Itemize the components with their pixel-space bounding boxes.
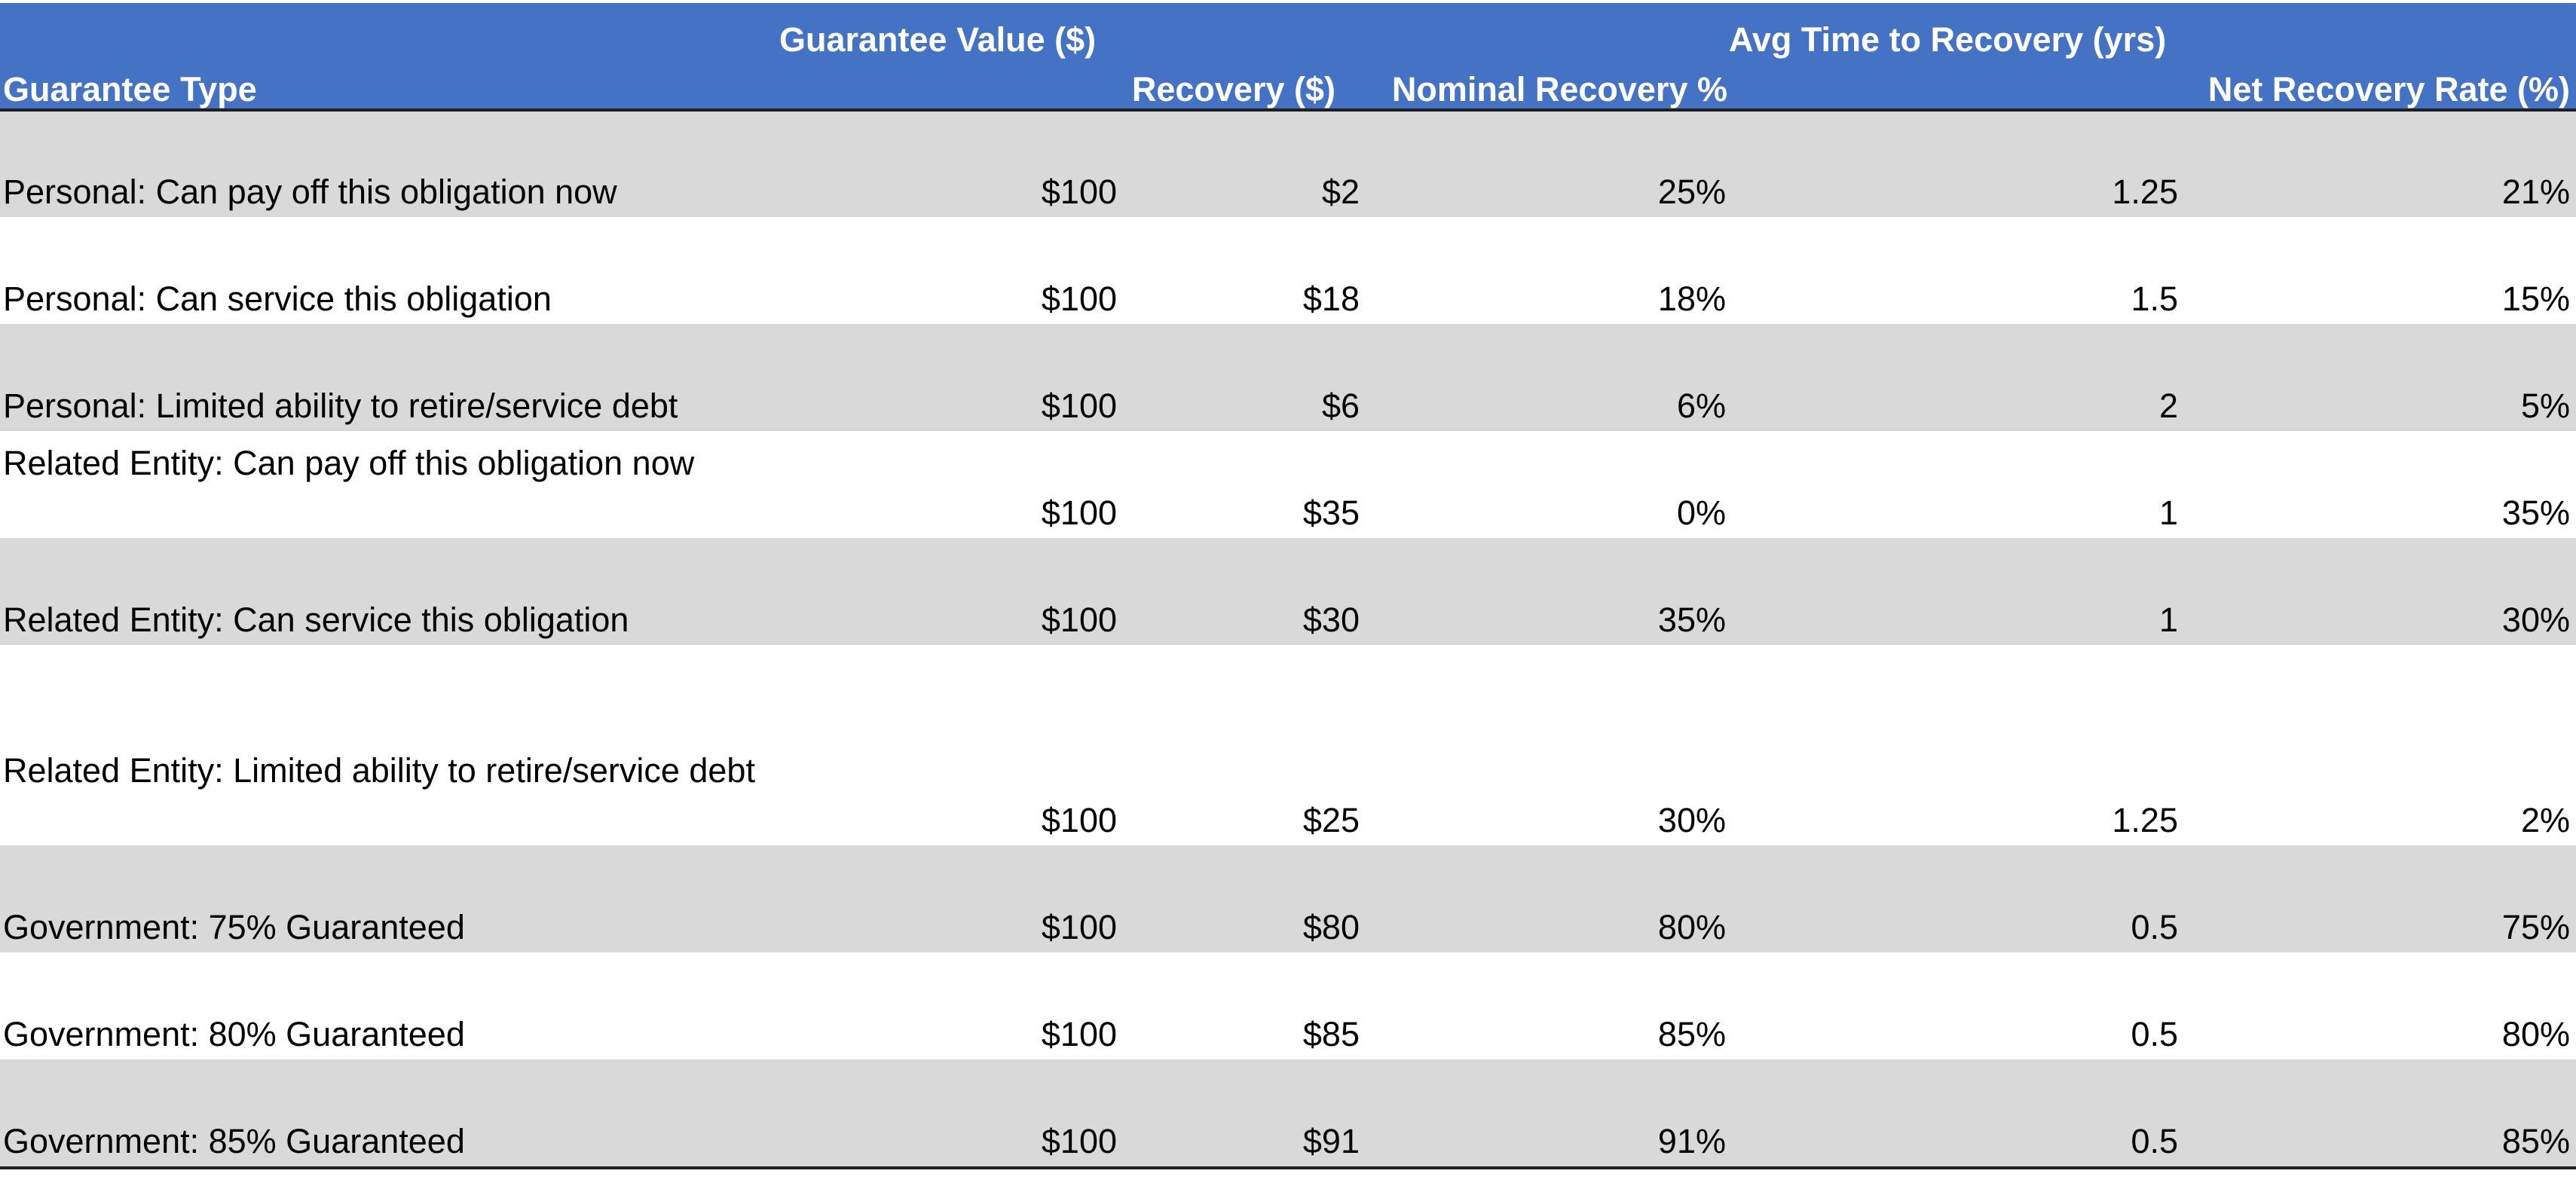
cell-nominal-recovery: 30% xyxy=(1657,801,1726,839)
header-avg-time[interactable]: Avg Time to Recovery (yrs) xyxy=(1729,20,2167,59)
table-row: Government: 85% Guaranteed $100 $91 91% … xyxy=(0,1059,2576,1166)
cell-guarantee-type: Related Entity: Limited ability to retir… xyxy=(3,751,755,790)
table-row: Related Entity: Limited ability to retir… xyxy=(0,645,2576,845)
table-row: Government: 80% Guaranteed $100 $85 85% … xyxy=(0,952,2576,1059)
cell-recovery: $85 xyxy=(1302,1015,1360,1053)
cell-guarantee-value: $100 xyxy=(1041,1015,1117,1053)
cell-guarantee-value: $100 xyxy=(1041,1122,1117,1160)
cell-nominal-recovery: 18% xyxy=(1657,280,1726,318)
cell-recovery: $35 xyxy=(1302,494,1360,532)
cell-avg-time: 1.5 xyxy=(2131,280,2178,318)
cell-recovery: $80 xyxy=(1302,908,1360,946)
cell-guarantee-type: Government: 80% Guaranteed xyxy=(3,1015,465,1053)
cell-recovery: $30 xyxy=(1302,601,1360,639)
cell-recovery: $18 xyxy=(1302,280,1360,318)
cell-nominal-recovery: 91% xyxy=(1657,1122,1726,1160)
cell-net-recovery-rate: 21% xyxy=(2501,173,2570,211)
cell-avg-time: 1 xyxy=(2158,494,2178,532)
table-row: Personal: Can service this obligation $1… xyxy=(0,217,2576,324)
table-row: Personal: Can pay off this obligation no… xyxy=(0,112,2576,217)
cell-nominal-recovery: 35% xyxy=(1657,601,1726,639)
cell-avg-time: 1.25 xyxy=(2112,173,2178,211)
cell-guarantee-value: $100 xyxy=(1041,494,1117,532)
table-row: Related Entity: Can pay off this obligat… xyxy=(0,431,2576,538)
cell-net-recovery-rate: 80% xyxy=(2501,1015,2570,1053)
cell-net-recovery-rate: 15% xyxy=(2501,280,2570,318)
cell-guarantee-type: Personal: Limited ability to retire/serv… xyxy=(3,387,678,425)
cell-guarantee-type: Related Entity: Can pay off this obligat… xyxy=(3,444,695,482)
header-guarantee-value[interactable]: Guarantee Value ($) xyxy=(779,20,1097,59)
cell-guarantee-value: $100 xyxy=(1041,601,1117,639)
cell-avg-time: 2 xyxy=(2158,387,2178,425)
table-row: Related Entity: Can service this obligat… xyxy=(0,538,2576,645)
bottom-border xyxy=(0,1166,2576,1169)
cell-guarantee-value: $100 xyxy=(1041,280,1117,318)
cell-nominal-recovery: 0% xyxy=(1676,494,1726,532)
table-row: Government: 75% Guaranteed $100 $80 80% … xyxy=(0,845,2576,952)
table-row: Personal: Limited ability to retire/serv… xyxy=(0,324,2576,431)
cell-net-recovery-rate: 85% xyxy=(2501,1122,2570,1160)
cell-guarantee-type: Personal: Can pay off this obligation no… xyxy=(3,173,617,211)
cell-nominal-recovery: 25% xyxy=(1657,173,1726,211)
cell-guarantee-value: $100 xyxy=(1041,908,1117,946)
cell-guarantee-value: $100 xyxy=(1041,173,1117,211)
cell-net-recovery-rate: 2% xyxy=(2520,801,2570,839)
cell-avg-time: 0.5 xyxy=(2131,908,2178,946)
cell-avg-time: 1 xyxy=(2158,601,2178,639)
cell-nominal-recovery: 6% xyxy=(1676,387,1726,425)
cell-recovery: $25 xyxy=(1302,801,1360,839)
cell-avg-time: 1.25 xyxy=(2112,801,2178,839)
header-recovery[interactable]: Recovery ($) xyxy=(1131,70,1335,109)
header-net-recovery-rate[interactable]: Net Recovery Rate (%) xyxy=(2207,70,2570,109)
table-header: Guarantee Type Guarantee Value ($) Recov… xyxy=(0,3,2576,112)
cell-recovery: $91 xyxy=(1302,1122,1360,1160)
cell-guarantee-value: $100 xyxy=(1041,801,1117,839)
header-guarantee-type[interactable]: Guarantee Type xyxy=(3,70,257,109)
cell-net-recovery-rate: 30% xyxy=(2501,601,2570,639)
cell-nominal-recovery: 80% xyxy=(1657,908,1726,946)
cell-nominal-recovery: 85% xyxy=(1657,1015,1726,1053)
cell-avg-time: 0.5 xyxy=(2131,1015,2178,1053)
cell-net-recovery-rate: 35% xyxy=(2501,494,2570,532)
header-nominal-recovery[interactable]: Nominal Recovery % xyxy=(1391,70,1727,109)
cell-guarantee-type: Personal: Can service this obligation xyxy=(3,280,552,318)
cell-guarantee-type: Related Entity: Can service this obligat… xyxy=(3,601,629,639)
cell-guarantee-type: Government: 85% Guaranteed xyxy=(3,1122,465,1160)
cell-avg-time: 0.5 xyxy=(2131,1122,2178,1160)
cell-guarantee-type: Government: 75% Guaranteed xyxy=(3,908,465,946)
cell-net-recovery-rate: 75% xyxy=(2501,908,2570,946)
cell-recovery: $2 xyxy=(1321,173,1360,211)
cell-net-recovery-rate: 5% xyxy=(2520,387,2570,425)
cell-guarantee-value: $100 xyxy=(1041,387,1117,425)
cell-recovery: $6 xyxy=(1321,387,1360,425)
